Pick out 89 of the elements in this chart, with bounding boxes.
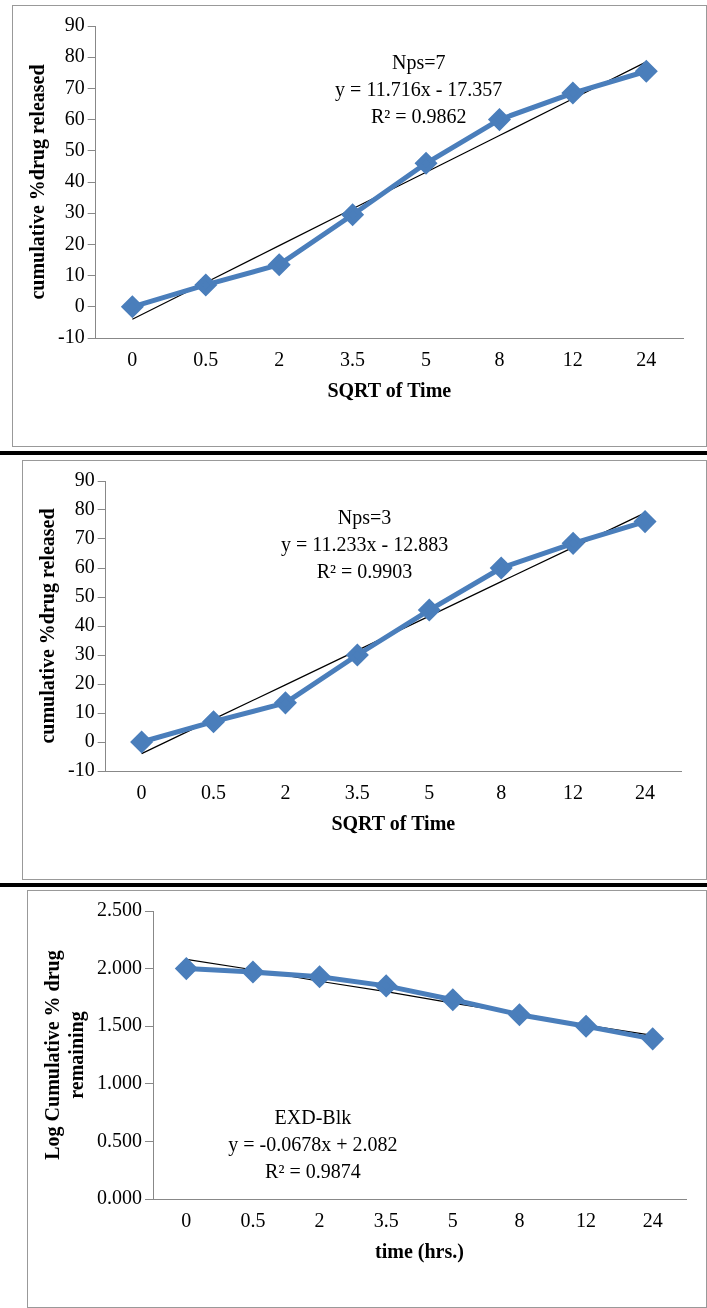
point xyxy=(562,532,584,554)
x-tick-label: 24 xyxy=(642,1209,663,1232)
x-tick-label: 3.5 xyxy=(340,348,366,371)
y-tick-label: 1.000 xyxy=(97,1071,142,1094)
y-tick-label: -10 xyxy=(67,758,95,781)
point xyxy=(375,975,397,997)
point xyxy=(195,274,217,296)
x-tick-label: 0.5 xyxy=(201,781,227,804)
x-tick-label: 12 xyxy=(562,348,583,371)
point xyxy=(121,296,143,318)
point xyxy=(268,254,290,276)
point xyxy=(488,109,510,131)
y-axis-title: cumulative %drug released xyxy=(36,508,60,744)
y-tick-label: 0 xyxy=(74,294,85,317)
point xyxy=(274,692,296,714)
y-tick-label: 20 xyxy=(74,671,95,694)
annotation: R² = 0.9903 xyxy=(316,559,413,582)
y-tick-label: 60 xyxy=(64,106,85,129)
point xyxy=(309,966,331,988)
y-tick-label: 60 xyxy=(74,555,95,578)
point xyxy=(508,1004,530,1026)
y-tick-label: 80 xyxy=(64,44,85,67)
y-tick-label: 40 xyxy=(74,613,95,636)
annotation: Nps=3 xyxy=(337,505,392,529)
point xyxy=(242,961,264,983)
point xyxy=(575,1015,597,1037)
x-tick-label: 2 xyxy=(314,1209,325,1232)
y-axis-title: cumulative %drug released xyxy=(26,64,50,300)
x-tick-label: 0.5 xyxy=(240,1209,266,1232)
y-tick-label: 90 xyxy=(64,13,85,36)
y-tick-label: 80 xyxy=(74,497,95,520)
point xyxy=(418,599,440,621)
y-tick-label: 50 xyxy=(64,138,85,161)
x-tick-label: 8 xyxy=(496,781,507,804)
x-tick-label: 3.5 xyxy=(373,1209,399,1232)
y-tick-label: 70 xyxy=(74,526,95,549)
point xyxy=(415,152,437,174)
y-tick-label: 90 xyxy=(74,468,95,491)
x-tick-label: 5 xyxy=(421,348,432,371)
x-tick-label: 24 xyxy=(635,781,656,804)
y-tick-label: 0.500 xyxy=(97,1128,142,1151)
y-tick-label: 30 xyxy=(74,642,95,665)
annotation: y = -0.0678x + 2.082 xyxy=(228,1132,398,1156)
point xyxy=(642,1028,664,1050)
x-tick-label: 3.5 xyxy=(344,781,370,804)
x-tick-label: 0 xyxy=(181,1209,192,1232)
point xyxy=(562,82,584,104)
y-tick-label: 2.000 xyxy=(97,955,142,978)
annotation: y = 11.716x - 17.357 xyxy=(335,77,503,101)
x-tick-label: 2 xyxy=(274,348,285,371)
x-tick-label: 8 xyxy=(494,348,505,371)
point xyxy=(203,711,225,733)
annotation: y = 11.233x - 12.883 xyxy=(280,532,449,556)
y-tick-label: 0 xyxy=(84,729,95,752)
point xyxy=(442,989,464,1011)
point xyxy=(635,60,657,82)
x-axis-title: SQRT of Time xyxy=(327,379,452,402)
y-tick-label: 2.500 xyxy=(97,898,142,921)
x-tick-label: 2 xyxy=(280,781,291,804)
y-tick-label: 20 xyxy=(64,231,85,254)
y-tick-label: 40 xyxy=(64,169,85,192)
x-tick-label: 12 xyxy=(563,781,584,804)
point xyxy=(175,958,197,980)
y-tick-label: 50 xyxy=(74,584,95,607)
annotation: R² = 0.9874 xyxy=(265,1159,361,1182)
y-tick-label: -10 xyxy=(57,325,85,348)
x-tick-label: 8 xyxy=(514,1209,525,1232)
y-axis-title: Log Cumulative % drug remaining xyxy=(41,950,89,1160)
y-tick-label: 70 xyxy=(64,75,85,98)
x-tick-label: 12 xyxy=(576,1209,597,1232)
point xyxy=(490,557,512,579)
x-axis-title: time (hrs.) xyxy=(375,1240,464,1264)
x-tick-label: 0.5 xyxy=(193,348,219,371)
y-tick-label: 1.500 xyxy=(97,1013,142,1036)
annotation: Nps=7 xyxy=(391,50,446,74)
y-tick-label: 0.000 xyxy=(97,1186,142,1209)
y-tick-label: 10 xyxy=(74,700,95,723)
x-tick-label: 5 xyxy=(447,1209,458,1232)
x-axis-title: SQRT of Time xyxy=(331,812,456,835)
y-tick-label: 10 xyxy=(64,262,85,285)
point xyxy=(131,731,153,753)
point xyxy=(634,511,656,533)
point xyxy=(342,204,364,226)
x-tick-label: 24 xyxy=(636,348,657,371)
y-tick-label: 30 xyxy=(64,200,85,223)
point xyxy=(346,644,368,666)
x-tick-label: 5 xyxy=(424,781,435,804)
annotation: R² = 0.9862 xyxy=(370,104,467,127)
annotation: EXD-Blk xyxy=(274,1105,352,1128)
